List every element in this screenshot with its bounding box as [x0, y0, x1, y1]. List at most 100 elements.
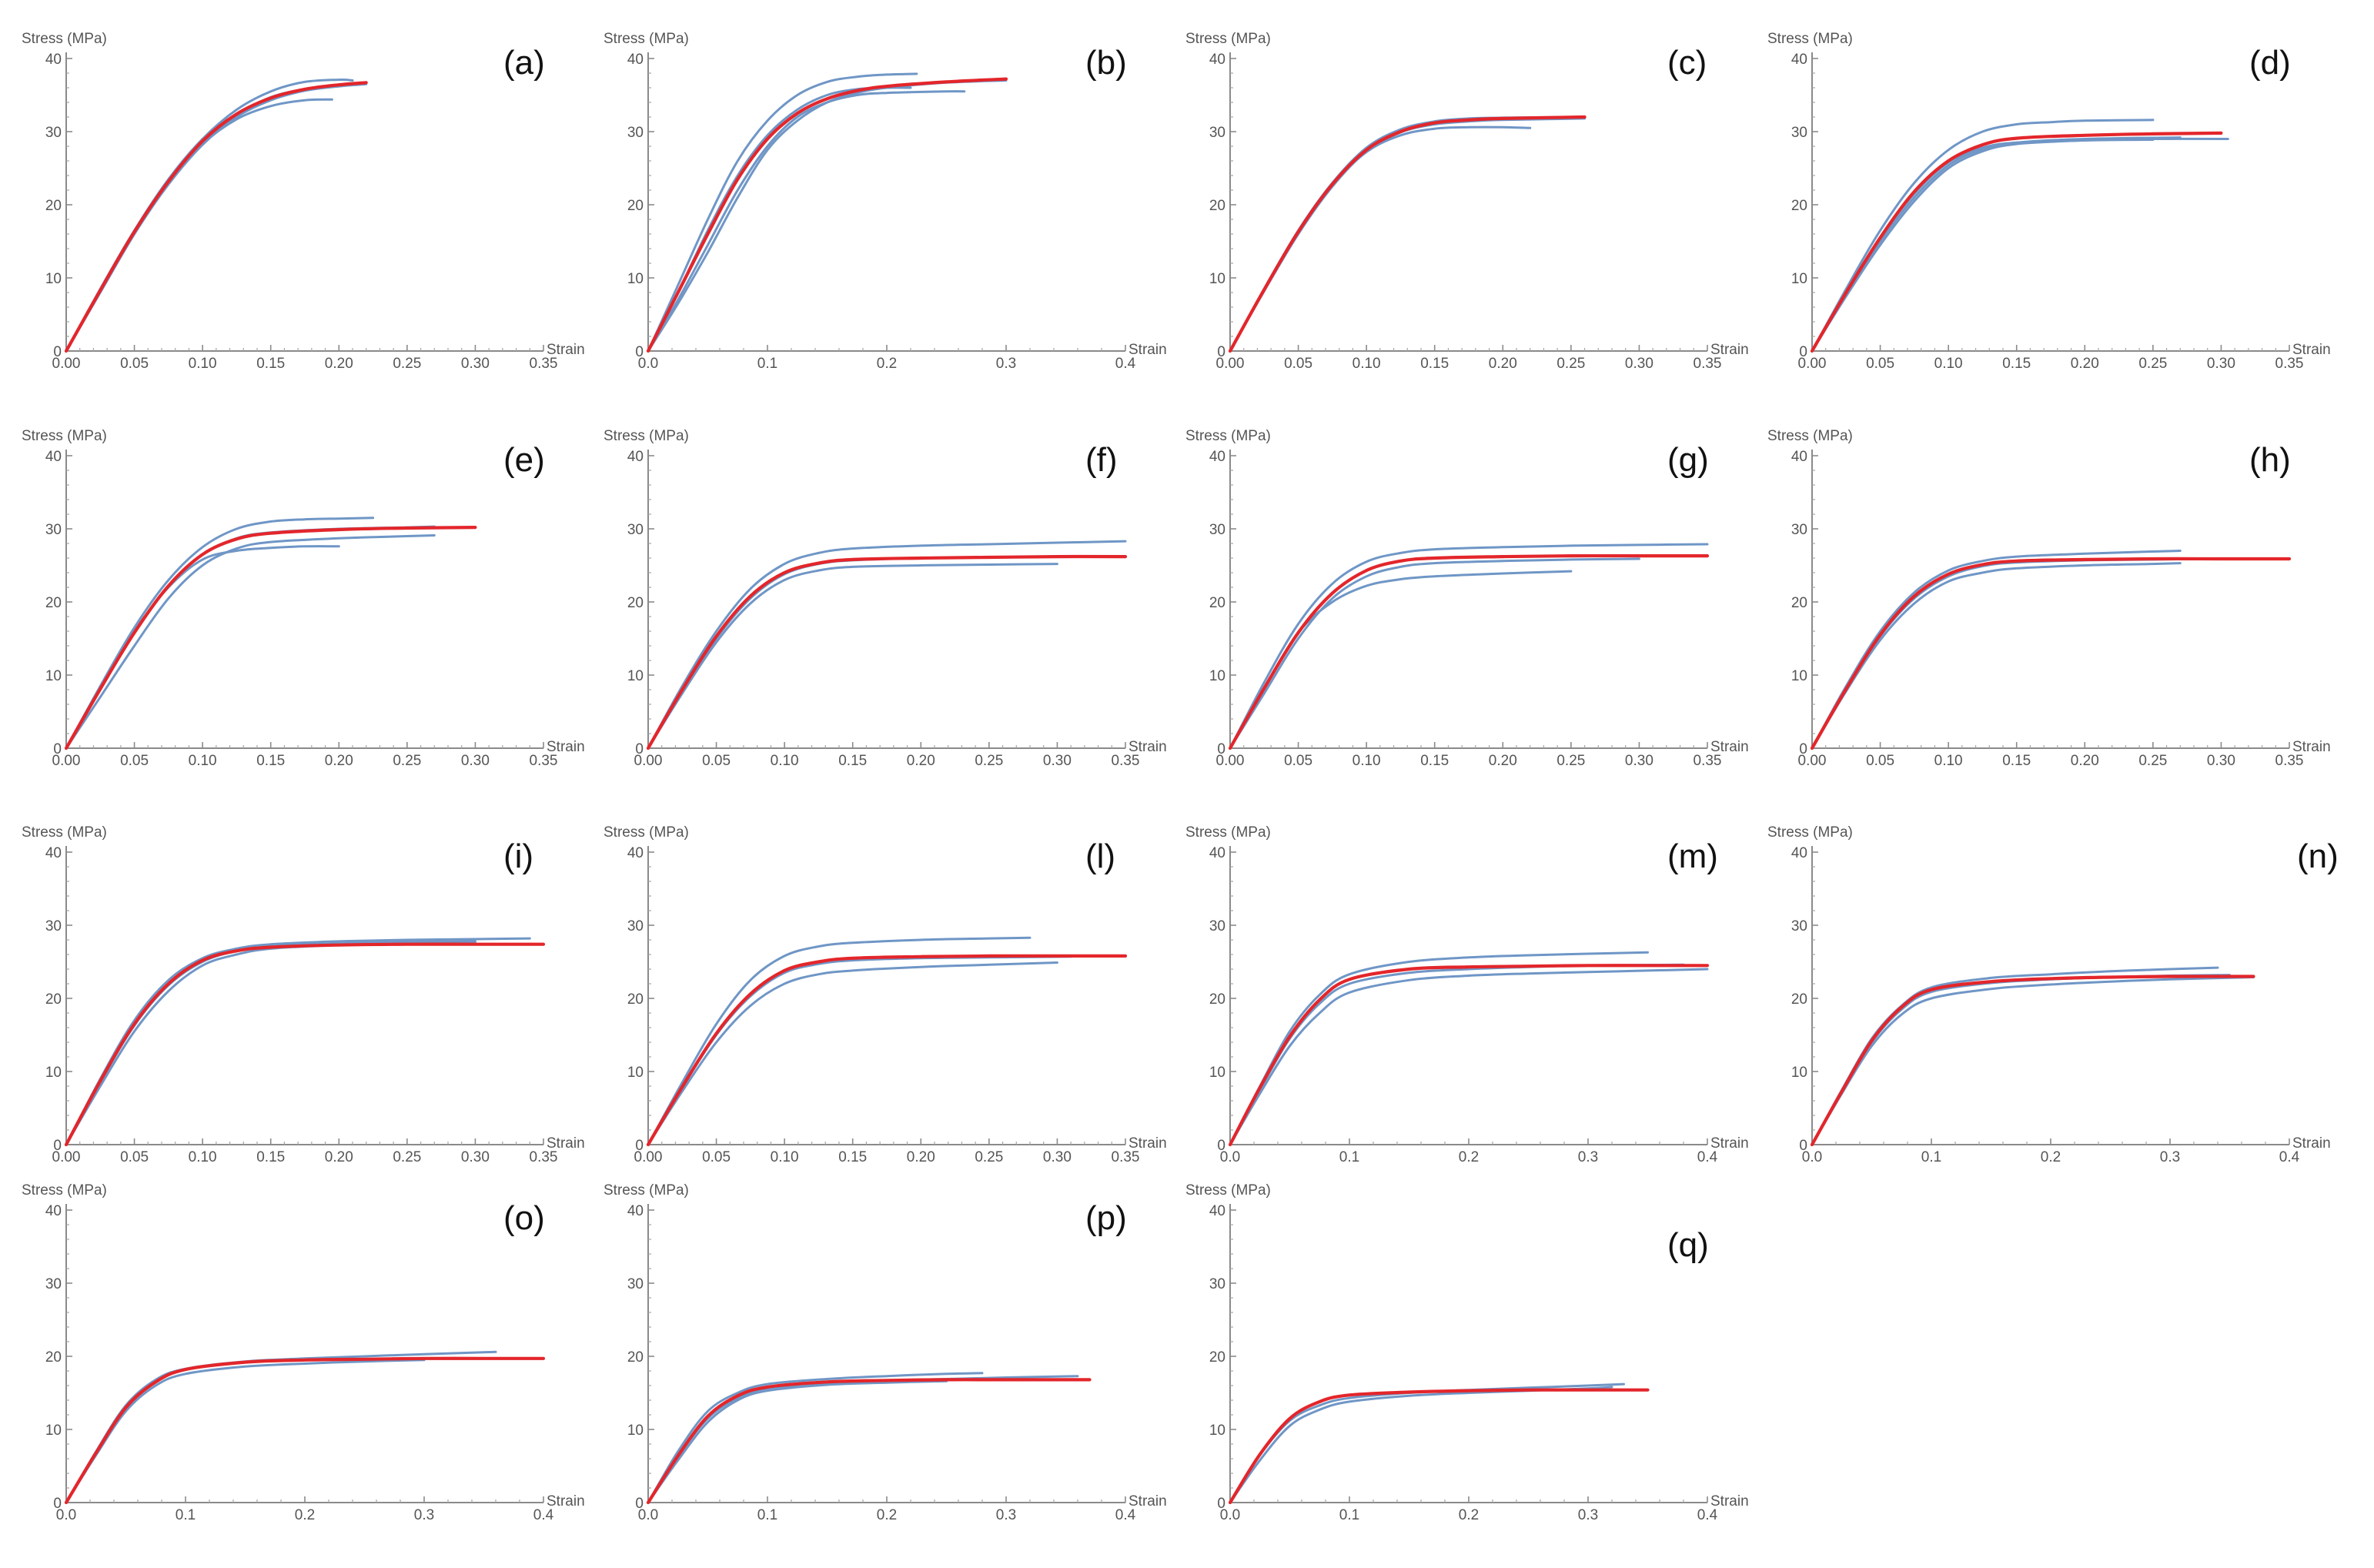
x-tick-label: 0.30 [1043, 1149, 1072, 1165]
x-tick-label: 0.4 [1115, 1507, 1136, 1523]
y-tick-label: 30 [45, 1276, 62, 1292]
panel-label: (p) [1085, 1199, 1127, 1237]
y-tick-label: 30 [1791, 522, 1807, 538]
y-tick-label: 30 [627, 522, 644, 538]
y-tick-label: 0 [53, 344, 62, 360]
y-tick-label: 20 [1791, 198, 1807, 214]
x-tick-label: 0.1 [176, 1507, 196, 1523]
y-tick-label: 10 [627, 271, 644, 287]
x-tick-label: 0.25 [975, 1149, 1003, 1165]
y-tick-label: 20 [45, 595, 62, 611]
x-tick-label: 0.35 [530, 1149, 558, 1165]
experimental-curve [1811, 139, 2155, 353]
y-tick-label: 0 [635, 1496, 644, 1512]
y-tick-label: 0 [1217, 1496, 1225, 1512]
x-tick-label: 0.20 [907, 1149, 935, 1165]
x-tick-label: 0.00 [1798, 753, 1827, 769]
experimental-curve [65, 941, 476, 1146]
y-tick-label: 40 [627, 449, 644, 465]
experimental-curve [65, 82, 368, 353]
chart-panel-b: 0.0 0.1 0.2 0.3 0.4 0 10 20 30 40 Stress (MPa) Stra… [604, 31, 1167, 372]
y-tick-label: 0 [1217, 741, 1225, 757]
x-tick-label: 0.3 [2160, 1149, 2180, 1165]
chart-panel-m: 0.0 0.1 0.2 0.3 0.4 0 10 20 30 40 Stress (MPa) Stra… [1185, 824, 1749, 1165]
y-axis-label: Stress (MPa) [22, 824, 107, 841]
x-tick-label: 0.00 [52, 1149, 81, 1165]
y-tick-label: 30 [1209, 918, 1225, 934]
y-tick-label: 40 [627, 52, 644, 68]
x-tick-label: 0.15 [838, 1149, 867, 1165]
y-tick-label: 40 [1791, 449, 1807, 465]
model-curve [1810, 131, 2223, 353]
model-curve [1810, 557, 2292, 751]
x-tick-label: 0.30 [1625, 356, 1653, 372]
y-tick-label: 30 [1209, 1276, 1225, 1292]
x-tick-label: 0.00 [1216, 753, 1245, 769]
x-tick-label: 0.05 [120, 356, 149, 372]
x-tick-label: 0.05 [1866, 356, 1894, 372]
x-tick-label: 0.3 [996, 1507, 1016, 1523]
x-tick-label: 0.00 [1798, 356, 1827, 372]
experimental-curve [1229, 963, 1685, 1146]
x-tick-label: 0.00 [634, 1149, 663, 1165]
y-tick-label: 10 [1209, 271, 1225, 287]
model-curve [64, 81, 368, 353]
panel-label: (b) [1085, 44, 1127, 82]
experimental-curve [647, 563, 1058, 750]
experimental-curve [647, 1379, 948, 1504]
x-axis-label: Strain [547, 1493, 585, 1509]
experimental-curve [1229, 557, 1640, 750]
experimental-curve [647, 936, 1032, 1146]
x-axis-label: Strain [2292, 739, 2331, 755]
x-tick-label: 0.10 [1353, 356, 1381, 372]
x-tick-label: 0.15 [256, 356, 285, 372]
experimental-curve [1811, 966, 2219, 1146]
x-tick-label: 0.2 [295, 1507, 315, 1523]
x-tick-label: 0.4 [2279, 1149, 2300, 1165]
y-axis-label: Stress (MPa) [1185, 428, 1271, 444]
x-tick-label: 0.30 [1625, 753, 1653, 769]
x-tick-label: 0.25 [2138, 356, 2167, 372]
x-tick-label: 0.30 [461, 356, 490, 372]
y-tick-label: 10 [45, 1065, 62, 1081]
y-tick-label: 10 [627, 668, 644, 684]
y-axis-label: Stress (MPa) [604, 1182, 689, 1199]
y-tick-label: 0 [53, 1138, 62, 1154]
experimental-curve [1229, 1382, 1625, 1504]
x-tick-label: 0.20 [2071, 356, 2099, 372]
panel-label: (a) [503, 44, 545, 82]
x-axis-label: Strain [547, 739, 585, 755]
x-tick-label: 0.2 [1459, 1507, 1479, 1523]
chart-panel-p: 0.0 0.1 0.2 0.3 0.4 0 10 20 30 40 Stress (MPa) Stra… [604, 1182, 1167, 1523]
y-tick-label: 10 [45, 668, 62, 684]
y-tick-label: 40 [45, 1203, 62, 1219]
x-axis-label: Strain [1128, 1135, 1167, 1152]
chart-panel-c: 0.00 0.05 0.10 0.15 0.20 0.25 0.30 0.35 0 10 20 30 4… [1185, 31, 1749, 372]
y-tick-label: 10 [1209, 1065, 1225, 1081]
y-axis-label: Stress (MPa) [22, 428, 107, 444]
y-axis-label: Stress (MPa) [604, 824, 689, 841]
x-tick-label: 0.10 [771, 1149, 799, 1165]
y-tick-label: 30 [45, 522, 62, 538]
x-tick-label: 0.2 [877, 1507, 897, 1523]
model-curve [1228, 1388, 1650, 1505]
x-tick-label: 0.20 [325, 356, 353, 372]
x-axis-label: Strain [2292, 342, 2331, 358]
y-tick-label: 40 [1209, 1203, 1225, 1219]
x-tick-label: 0.25 [393, 753, 421, 769]
x-tick-label: 0.1 [1339, 1149, 1359, 1165]
x-tick-label: 0.00 [1216, 356, 1245, 372]
model-curve [64, 1356, 546, 1505]
panel-label: (m) [1667, 837, 1718, 875]
x-tick-label: 0.30 [2207, 356, 2235, 372]
x-tick-label: 0.10 [189, 753, 217, 769]
model-curve [646, 77, 1008, 353]
y-tick-label: 40 [45, 845, 62, 861]
experimental-curve [647, 72, 918, 353]
x-tick-label: 0.10 [1934, 356, 1963, 372]
chart-panel-e: 0.00 0.05 0.10 0.15 0.20 0.25 0.30 0.35 0 10 20 30 4… [22, 428, 585, 769]
y-tick-label: 20 [627, 198, 644, 214]
panel-label: (l) [1085, 837, 1115, 875]
experimental-curve [1229, 968, 1709, 1146]
y-tick-label: 20 [627, 595, 644, 611]
